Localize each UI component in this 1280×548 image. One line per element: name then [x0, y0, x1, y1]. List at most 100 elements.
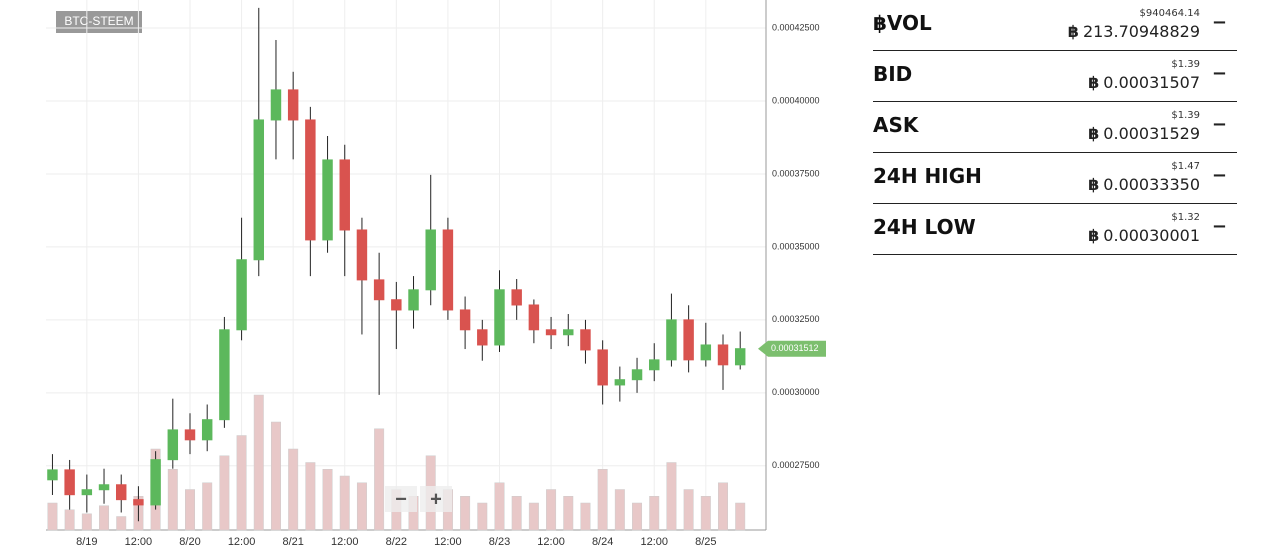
- candle-body: [47, 469, 58, 481]
- candle-body: [305, 119, 316, 241]
- candle-body: [477, 329, 488, 346]
- volume-bar: [322, 469, 333, 531]
- candle-body: [184, 429, 196, 441]
- y-tick-label: 0.00042500: [772, 22, 820, 32]
- candle-body: [597, 349, 608, 386]
- stat-btc: 0.00031507: [1103, 73, 1200, 92]
- collapse-button[interactable]: −: [1211, 12, 1227, 33]
- x-tick-label: 12:00: [331, 536, 359, 548]
- x-tick-label: 12:00: [537, 536, 565, 548]
- candle-body: [64, 469, 75, 496]
- volume-bar: [718, 482, 728, 531]
- collapse-button[interactable]: −: [1211, 63, 1227, 84]
- candle-body: [700, 344, 712, 361]
- volume-bar: [288, 448, 299, 531]
- candle-body: [717, 344, 729, 366]
- candle-body: [150, 459, 161, 506]
- volume-bar: [47, 502, 58, 531]
- volume-bar: [477, 502, 488, 531]
- collapse-button[interactable]: −: [1211, 216, 1227, 237]
- volume-bar: [494, 482, 505, 531]
- x-tick-label: 8/21: [282, 536, 303, 548]
- volume-bar: [460, 496, 471, 531]
- stat-label: 24H HIGH: [873, 164, 982, 188]
- candle-body: [545, 329, 557, 336]
- stat-usd: $1.39: [1171, 110, 1200, 121]
- x-tick-label: 8/24: [592, 536, 613, 548]
- y-tick-label: 0.00027500: [772, 460, 820, 470]
- stats-panel: ฿VOL $940464.14 ฿ 213.70948829− BID $1.39 ฿ 0.0…: [873, 0, 1237, 255]
- btc-icon: ฿: [1067, 22, 1079, 41]
- volume-bar: [546, 489, 557, 531]
- pair-badge: [56, 11, 142, 33]
- volume-bar: [700, 496, 711, 531]
- x-tick-label: 12:00: [125, 536, 153, 548]
- stat-btc-wrap: ฿ 0.00031507: [1088, 73, 1200, 92]
- zoom-button-icon: −: [395, 488, 407, 510]
- volume-bar: [81, 513, 92, 531]
- chart: BTC-STEEM 0.00042500 0.00040000 0.00037500…: [46, 0, 826, 548]
- stat-usd: $940464.14: [1139, 8, 1200, 19]
- candle-body: [494, 289, 505, 346]
- collapse-button[interactable]: −: [1211, 165, 1227, 186]
- stat-btc: 0.00030001: [1103, 226, 1200, 245]
- volume-bar: [374, 428, 385, 531]
- candle-body: [356, 229, 368, 281]
- volume-bar: [202, 482, 213, 531]
- candle-body: [391, 299, 402, 311]
- stat-btc-wrap: ฿ 213.70948829: [1068, 22, 1200, 41]
- y-tick-label: 0.00035000: [772, 241, 820, 251]
- candle-body: [459, 309, 471, 331]
- volume-bar: [666, 462, 677, 531]
- pair-label: BTC-STEEM: [64, 14, 133, 28]
- btc-icon: ฿: [1088, 73, 1100, 92]
- volume-bar: [339, 475, 350, 531]
- volume-bar: [735, 502, 746, 531]
- candle-body: [734, 348, 746, 366]
- x-tick-label: 12:00: [228, 536, 256, 548]
- stat-btc-wrap: ฿ 0.00033350: [1088, 175, 1200, 194]
- collapse-button[interactable]: −: [1211, 114, 1227, 135]
- x-tick-label: 12:00: [640, 536, 668, 548]
- volume-bar: [597, 469, 608, 531]
- volume-bar: [528, 502, 539, 531]
- candle-body: [236, 259, 247, 331]
- zoom-button[interactable]: −: [385, 486, 417, 512]
- last-price-label: 0.00031512: [771, 343, 819, 353]
- y-tick-label: 0.00037500: [772, 168, 820, 178]
- volume-bar: [236, 435, 247, 531]
- volume-bar: [683, 489, 694, 531]
- stat-btc-wrap: ฿ 0.00031529: [1088, 124, 1200, 143]
- stat-row: BID $1.39 ฿ 0.00031507−: [873, 51, 1237, 102]
- volume-bar: [219, 455, 230, 531]
- stat-usd: $1.47: [1171, 161, 1200, 172]
- btc-icon: ฿: [1088, 226, 1100, 245]
- stat-btc: 0.00033350: [1103, 175, 1200, 194]
- candle-body: [201, 419, 213, 441]
- candle-body: [287, 89, 299, 121]
- candle-body: [425, 229, 436, 291]
- zoom-button[interactable]: +: [420, 486, 452, 512]
- candle-body: [322, 159, 333, 241]
- candle-body: [115, 484, 127, 501]
- btc-icon: ฿: [1088, 124, 1100, 143]
- x-tick-label: 8/19: [76, 536, 97, 548]
- candle-body: [614, 379, 626, 386]
- y-tick-label: 0.00030000: [772, 387, 820, 397]
- zoom-button-bg: [385, 486, 417, 512]
- stat-label: 24H LOW: [873, 215, 976, 239]
- zoom-button-icon: +: [430, 488, 442, 510]
- stat-row: ASK $1.39 ฿ 0.00031529−: [873, 102, 1237, 153]
- volume-bar: [511, 496, 522, 531]
- candle-body: [408, 289, 419, 311]
- volume-bar: [270, 421, 281, 531]
- stat-row: ฿VOL $940464.14 ฿ 213.70948829−: [873, 0, 1237, 51]
- x-tick-label: 8/25: [695, 536, 716, 548]
- zoom-button-bg: [420, 486, 452, 512]
- x-tick-label: 8/20: [179, 536, 200, 548]
- stat-btc: 0.00031529: [1103, 124, 1200, 143]
- candle-body: [631, 369, 643, 381]
- volume-bar: [116, 516, 127, 531]
- volume-bar: [580, 502, 591, 531]
